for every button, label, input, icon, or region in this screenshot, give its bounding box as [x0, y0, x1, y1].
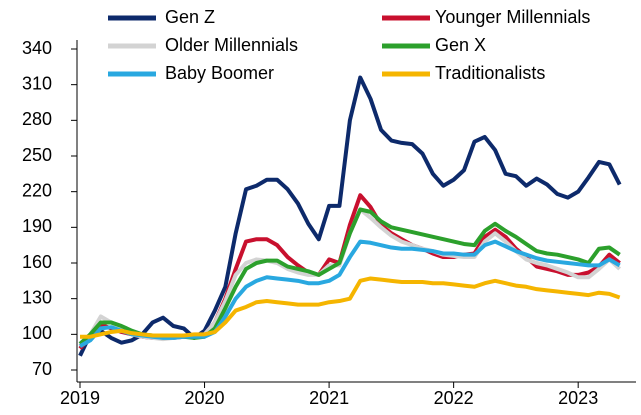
legend-label: Gen Z	[165, 7, 215, 27]
y-tick-label: 190	[22, 216, 52, 236]
y-tick-label: 280	[22, 109, 52, 129]
legend-label: Younger Millennials	[435, 7, 590, 27]
x-tick-label: 2022	[434, 388, 474, 408]
legend-label: Older Millennials	[165, 35, 298, 55]
y-tick-label: 130	[22, 287, 52, 307]
series-line	[78, 193, 621, 350]
legend-label: Baby Boomer	[165, 63, 274, 83]
legend-label: Gen X	[435, 35, 486, 55]
series-line	[80, 276, 621, 339]
series-line	[78, 75, 622, 357]
x-tick-label: 2019	[60, 388, 100, 408]
y-tick-label: 340	[22, 38, 52, 58]
y-tick-label: 160	[22, 252, 52, 272]
y-tick-label: 310	[22, 73, 52, 93]
series-line	[78, 207, 621, 346]
x-tick-label: 2023	[558, 388, 598, 408]
series-line	[79, 239, 621, 348]
x-tick-label: 2020	[185, 388, 225, 408]
y-tick-label: 220	[22, 180, 52, 200]
y-tick-label: 70	[32, 359, 52, 379]
y-tick-label: 250	[22, 145, 52, 165]
x-tick-label: 2021	[309, 388, 349, 408]
y-tick-label: 100	[22, 323, 52, 343]
legend-label: Traditionalists	[435, 63, 545, 83]
